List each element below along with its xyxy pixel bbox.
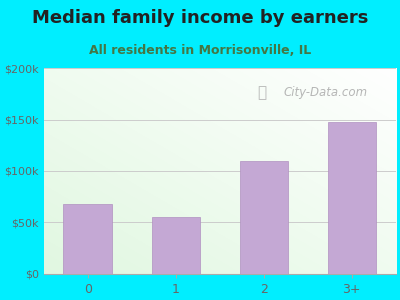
Bar	[64, 204, 112, 274]
Bar	[328, 122, 376, 274]
Text: All residents in Morrisonville, IL: All residents in Morrisonville, IL	[89, 44, 311, 56]
Text: Median family income by earners: Median family income by earners	[32, 9, 368, 27]
Bar	[152, 217, 200, 274]
Text: ⦿: ⦿	[258, 85, 266, 100]
Text: City-Data.com: City-Data.com	[283, 86, 367, 99]
Bar	[240, 161, 288, 274]
